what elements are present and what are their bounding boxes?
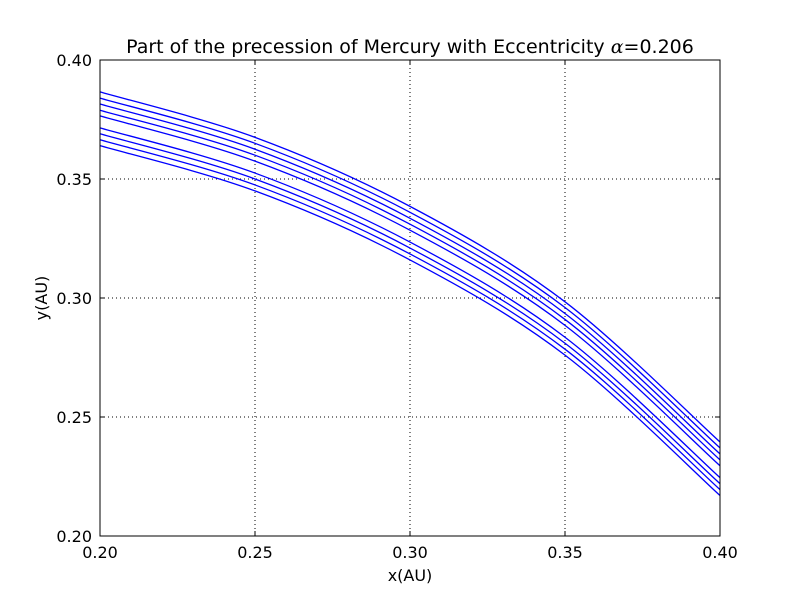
x-axis-label: x(AU) (388, 566, 433, 585)
orbit-line-9 (99, 145, 721, 497)
orbit-line-6 (99, 127, 721, 479)
x-tick-label: 0.30 (392, 543, 428, 562)
orbit-line-8 (99, 139, 721, 491)
y-axis-label: y(AU) (32, 276, 51, 321)
ticks: 0.20 0.25 0.30 0.35 0.40 0.20 0.25 0.30 0.35 0.40 (56, 51, 737, 562)
x-tick-label: 0.40 (702, 543, 738, 562)
orbit-line-1 (99, 91, 721, 443)
y-tick-label: 0.30 (56, 289, 92, 308)
orbit-line-2 (99, 97, 721, 449)
series-lines (99, 91, 721, 497)
y-tick-label: 0.25 (56, 408, 92, 427)
y-tick-label: 0.20 (56, 527, 92, 546)
y-tick-label: 0.40 (56, 51, 92, 70)
orbit-line-4 (99, 109, 721, 461)
x-tick-label: 0.25 (237, 543, 273, 562)
y-tick-label: 0.35 (56, 170, 92, 189)
x-tick-label: 0.20 (82, 543, 118, 562)
chart-title: Part of the precession of Mercury with E… (126, 36, 694, 58)
grid (100, 60, 720, 536)
orbit-line-3 (99, 103, 721, 455)
title-value: =0.206 (624, 36, 694, 58)
title-text: Part of the precession of Mercury with E… (126, 36, 611, 58)
orbit-line-5 (99, 115, 721, 467)
orbit-line-7 (99, 133, 721, 485)
x-tick-label: 0.35 (547, 543, 583, 562)
title-alpha-symbol: α (611, 36, 624, 58)
